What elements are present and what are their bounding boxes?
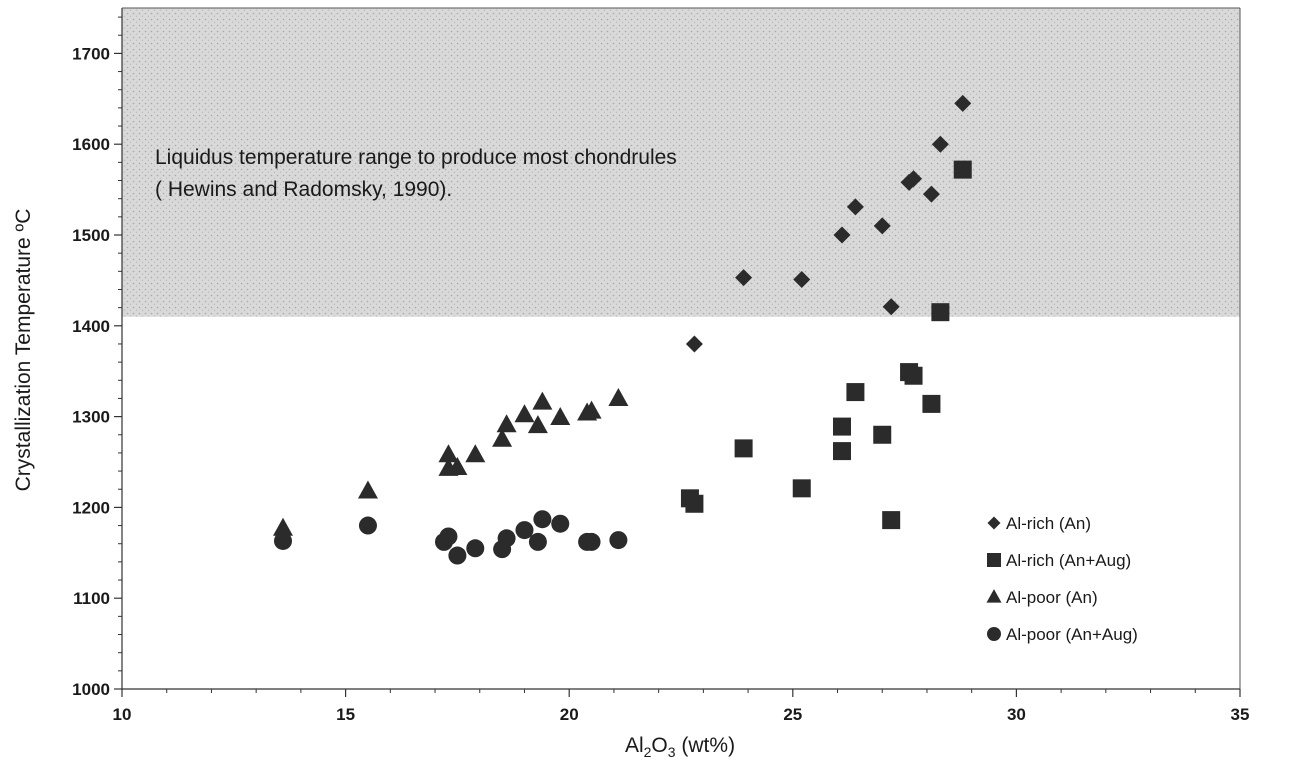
- annotation-line-1: Liquidus temperature range to produce mo…: [155, 146, 677, 169]
- legend-label: Al-rich (An): [1006, 514, 1091, 533]
- annotation-line-2: ( Hewins and Radomsky, 1990).: [155, 178, 452, 201]
- square-point: [734, 439, 753, 458]
- series-square: [680, 160, 972, 530]
- triangle-point: [550, 407, 571, 426]
- y-tick-label: 1100: [73, 589, 110, 608]
- y-tick-label: 1700: [72, 44, 110, 63]
- circle-point: [466, 539, 485, 558]
- triangle-point: [608, 387, 629, 406]
- triangle-point: [357, 480, 378, 499]
- square-point: [832, 417, 851, 436]
- triangle-point: [581, 400, 602, 419]
- square-point: [792, 479, 811, 498]
- diamond-point: [833, 226, 851, 244]
- circle-point: [273, 531, 292, 550]
- triangle-point: [532, 391, 553, 410]
- y-tick-label: 1500: [72, 226, 110, 245]
- triangle-point: [514, 404, 535, 423]
- square-point: [846, 383, 865, 402]
- circle-point: [528, 532, 547, 551]
- x-label-sub2: 3: [668, 744, 676, 760]
- square-point: [931, 303, 950, 322]
- circle-point: [533, 510, 552, 529]
- triangle-point: [438, 444, 459, 463]
- triangle-point: [496, 414, 517, 433]
- circle-point: [497, 529, 516, 548]
- y-tick-label: 1000: [72, 680, 110, 699]
- legend: Al-rich (An) Al-rich (An+Aug) Al-poor (An)…: [986, 514, 1138, 644]
- x-tick-label: 15: [336, 705, 355, 724]
- circle-point: [551, 514, 570, 533]
- square-point: [922, 394, 941, 413]
- square-point: [685, 494, 704, 513]
- triangle-point: [272, 517, 293, 536]
- legend-marker-circle: [987, 627, 1001, 641]
- data-marks: [272, 94, 972, 565]
- axes: [121, 7, 1241, 690]
- x-tick-label: 30: [1007, 705, 1026, 724]
- circle-point: [439, 527, 458, 546]
- y-tick-label: 1400: [72, 317, 110, 336]
- y-tick-label: 1200: [72, 498, 110, 517]
- circle-point: [515, 521, 534, 540]
- series-circle: [273, 510, 628, 565]
- circle-point: [448, 546, 467, 565]
- x-label-suffix: (wt%): [676, 734, 736, 757]
- series-diamond: [685, 94, 972, 353]
- diamond-point: [905, 170, 923, 188]
- x-label-prefix: Al: [625, 734, 644, 757]
- triangle-point: [447, 456, 468, 475]
- diamond-point: [882, 298, 900, 316]
- x-label-mid: O: [651, 734, 667, 757]
- legend-marker-square: [987, 553, 1001, 567]
- diamond-point: [735, 269, 753, 287]
- circle-point: [609, 531, 628, 550]
- x-label-sub: 2: [644, 744, 652, 760]
- y-tick-label: 1600: [72, 135, 110, 154]
- triangle-point: [465, 444, 486, 463]
- series-triangle: [272, 387, 629, 536]
- diamond-point: [922, 185, 940, 203]
- diamond-point: [931, 135, 949, 153]
- x-tick-label: 10: [113, 705, 132, 724]
- square-point: [832, 442, 851, 461]
- circle-point: [358, 516, 377, 535]
- legend-label: Al-poor (An): [1006, 588, 1098, 607]
- x-axis-label: Al2O3 (wt%): [625, 734, 735, 760]
- shaded-liquidus-region: [122, 8, 1240, 317]
- square-point: [904, 366, 923, 385]
- y-axis-label: Crystallization Temperature ºC: [12, 209, 35, 492]
- diamond-point: [685, 335, 703, 353]
- diamond-point: [793, 270, 811, 288]
- legend-marker-triangle: [986, 589, 1002, 603]
- x-tick-label: 35: [1231, 705, 1250, 724]
- legend-marker-diamond: [987, 516, 1001, 530]
- triangle-point: [492, 428, 513, 447]
- y-tick-label: 1300: [72, 408, 110, 427]
- square-point: [953, 160, 972, 179]
- shaded-region-rect: [122, 8, 1240, 317]
- legend-label: Al-rich (An+Aug): [1006, 551, 1131, 570]
- x-tick-label: 20: [560, 705, 579, 724]
- ticks: 1000 1100 1200 1300 1400 1500 1600 1700 10 15 20 25…: [72, 16, 1250, 724]
- diamond-point: [954, 94, 972, 112]
- legend-label: Al-poor (An+Aug): [1006, 625, 1138, 644]
- square-point: [873, 425, 892, 444]
- diamond-point: [873, 217, 891, 235]
- diamond-point: [846, 198, 864, 216]
- circle-point: [582, 532, 601, 551]
- triangle-point: [527, 415, 548, 434]
- square-point: [882, 511, 901, 530]
- x-tick-label: 25: [783, 705, 802, 724]
